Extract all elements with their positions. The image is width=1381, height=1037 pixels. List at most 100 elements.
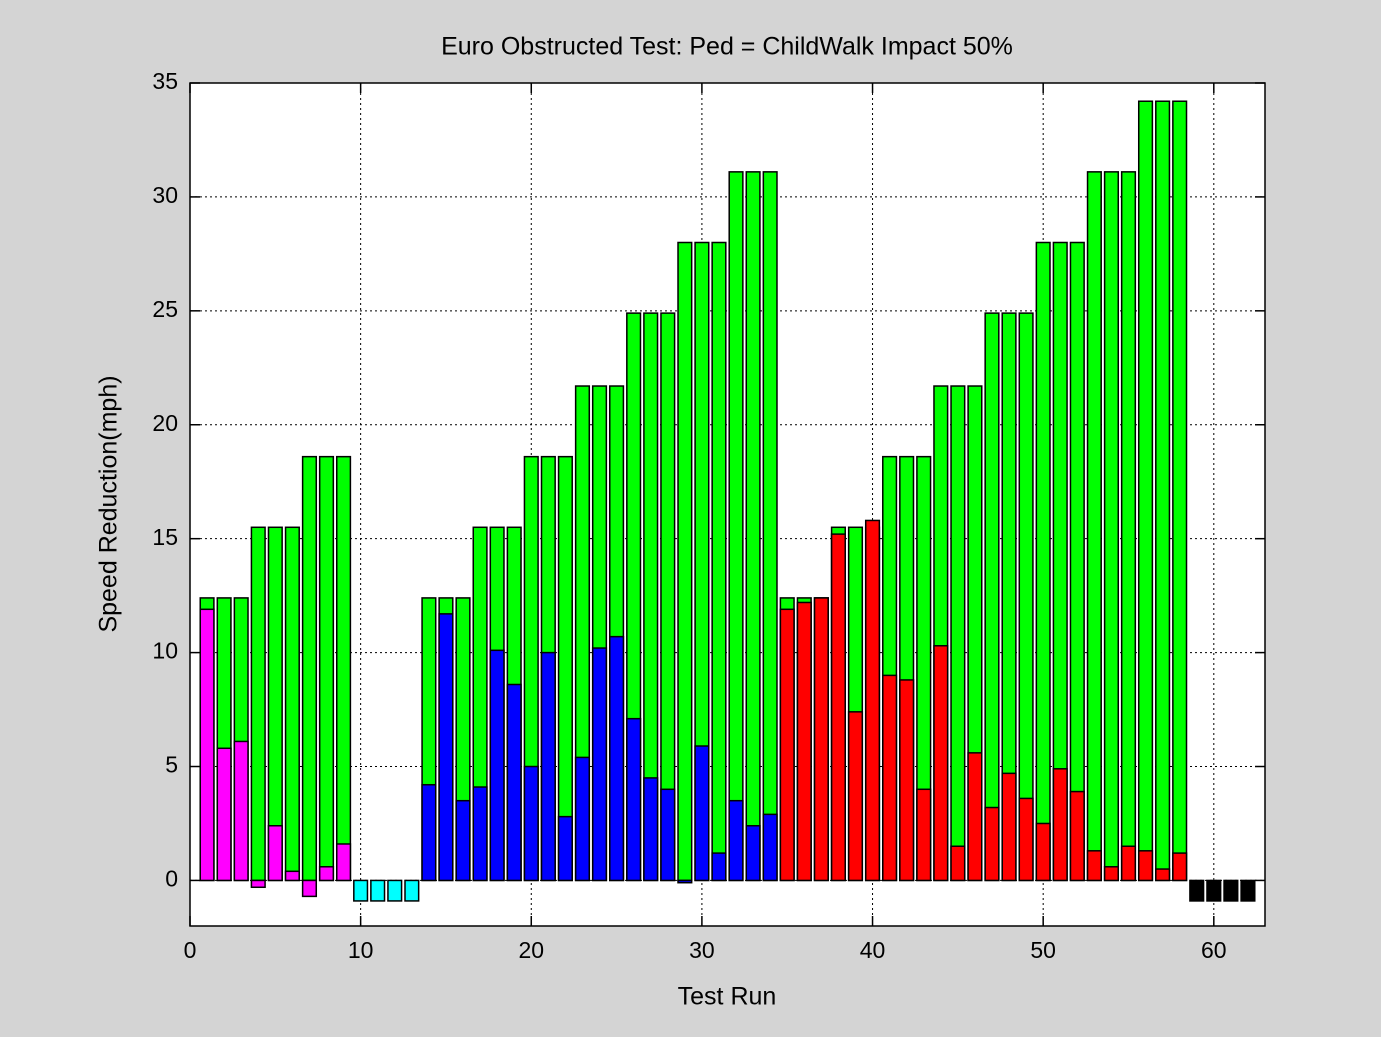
bar xyxy=(353,879,369,902)
bar xyxy=(762,813,778,882)
bar xyxy=(472,786,488,882)
bar xyxy=(233,740,249,882)
bar xyxy=(523,765,539,882)
bar xyxy=(1137,850,1154,882)
bar xyxy=(1086,850,1102,882)
bar xyxy=(199,608,215,882)
bar xyxy=(318,455,335,882)
x-tick-label: 30 xyxy=(689,937,715,963)
bar xyxy=(1018,797,1034,882)
bar xyxy=(694,745,710,882)
bar xyxy=(489,649,505,882)
bar xyxy=(1240,879,1256,902)
bar xyxy=(1206,879,1222,902)
bar xyxy=(284,526,300,882)
bar xyxy=(421,783,437,882)
bar xyxy=(1086,171,1102,882)
x-tick-label: 10 xyxy=(348,937,374,963)
bar xyxy=(728,171,744,882)
bar xyxy=(335,843,352,882)
bar xyxy=(1120,171,1137,882)
bar xyxy=(745,171,761,882)
bar xyxy=(677,879,693,884)
plot-area xyxy=(190,83,1265,926)
bar xyxy=(318,866,335,882)
axes-frame xyxy=(189,82,1266,927)
bar xyxy=(660,788,676,882)
bar xyxy=(284,870,300,882)
x-tick-label: 50 xyxy=(1030,937,1056,963)
y-tick-label: 15 xyxy=(152,524,178,550)
bar xyxy=(1001,772,1017,882)
bar xyxy=(984,312,1000,882)
x-tick-label: 0 xyxy=(184,937,197,963)
bar xyxy=(916,788,932,882)
bar xyxy=(1052,768,1068,882)
bar xyxy=(796,601,812,882)
bar xyxy=(779,608,795,882)
bar xyxy=(404,879,420,902)
bar xyxy=(591,647,608,882)
bar xyxy=(677,241,693,882)
bar xyxy=(1103,171,1120,882)
y-tick-label: 25 xyxy=(152,296,178,322)
bar xyxy=(1189,879,1205,902)
y-tick-label: 20 xyxy=(152,410,178,436)
bar xyxy=(1035,241,1051,882)
y-tick-label: 0 xyxy=(165,866,178,892)
bar xyxy=(864,519,881,882)
bar xyxy=(967,752,983,882)
bar xyxy=(370,879,386,902)
bar xyxy=(540,651,556,882)
bar xyxy=(745,825,761,882)
bar xyxy=(506,683,522,882)
x-tick-label: 20 xyxy=(518,937,544,963)
bar xyxy=(609,635,625,882)
bar xyxy=(1018,312,1034,882)
bar xyxy=(728,799,744,882)
bar xyxy=(882,674,898,882)
bar xyxy=(1172,100,1188,882)
bar xyxy=(250,879,266,889)
bar xyxy=(626,717,642,882)
bar xyxy=(1035,822,1051,882)
bar xyxy=(216,747,232,882)
bar xyxy=(335,455,352,882)
y-tick-label: 5 xyxy=(165,752,178,778)
chart-title: Euro Obstructed Test: Ped = ChildWalk Im… xyxy=(441,33,1013,61)
y-tick-label: 35 xyxy=(152,68,178,94)
bar xyxy=(984,806,1000,882)
bar xyxy=(267,825,283,882)
bar xyxy=(950,385,966,882)
bar xyxy=(762,171,778,882)
bar xyxy=(899,679,915,882)
bar xyxy=(1155,100,1171,882)
bar xyxy=(438,613,454,882)
bar xyxy=(301,879,318,898)
x-tick-label: 40 xyxy=(860,937,886,963)
bar xyxy=(950,845,966,882)
y-tick-label: 30 xyxy=(152,182,178,208)
x-axis-label: Test Run xyxy=(678,983,777,1011)
y-tick-label: 10 xyxy=(152,638,178,664)
bar xyxy=(643,777,659,882)
bar xyxy=(1137,100,1154,882)
bar xyxy=(574,756,591,882)
bar xyxy=(1120,845,1137,882)
bar xyxy=(1155,868,1171,882)
bar xyxy=(557,815,573,882)
bar xyxy=(830,533,846,882)
bar xyxy=(1103,866,1120,882)
bar xyxy=(455,799,471,882)
bar xyxy=(1172,852,1188,882)
bar xyxy=(1223,879,1239,902)
bar xyxy=(301,455,318,882)
bar xyxy=(813,597,829,882)
y-axis-label: Speed Reduction(mph) xyxy=(95,375,123,632)
bar xyxy=(1069,241,1085,882)
bar xyxy=(711,241,727,882)
bar xyxy=(711,852,727,882)
bar xyxy=(847,711,864,882)
